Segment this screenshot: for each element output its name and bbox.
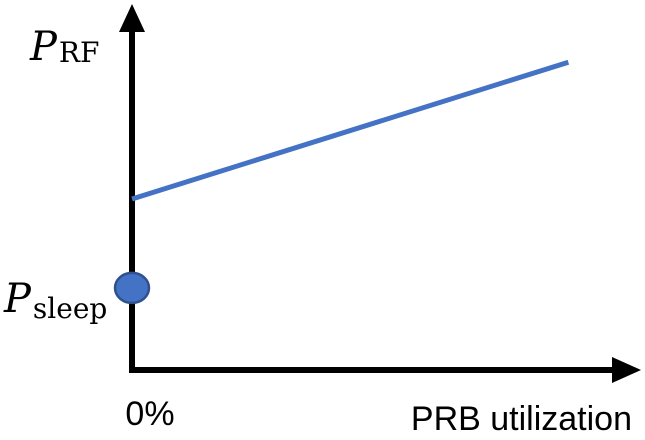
plot-area bbox=[113, 59, 570, 305]
y-label-p-rf: PRF bbox=[29, 24, 99, 70]
x-axis-arrowhead bbox=[612, 357, 641, 383]
x-tick-label-0: 0% bbox=[125, 395, 174, 433]
series-line-0 bbox=[131, 59, 570, 202]
y-axis-arrowhead bbox=[119, 4, 145, 32]
y-label-p-sleep: Psleep bbox=[3, 276, 107, 325]
x-axis-label: PRB utilization bbox=[411, 400, 632, 438]
sleep-power-point-0 bbox=[113, 271, 151, 305]
